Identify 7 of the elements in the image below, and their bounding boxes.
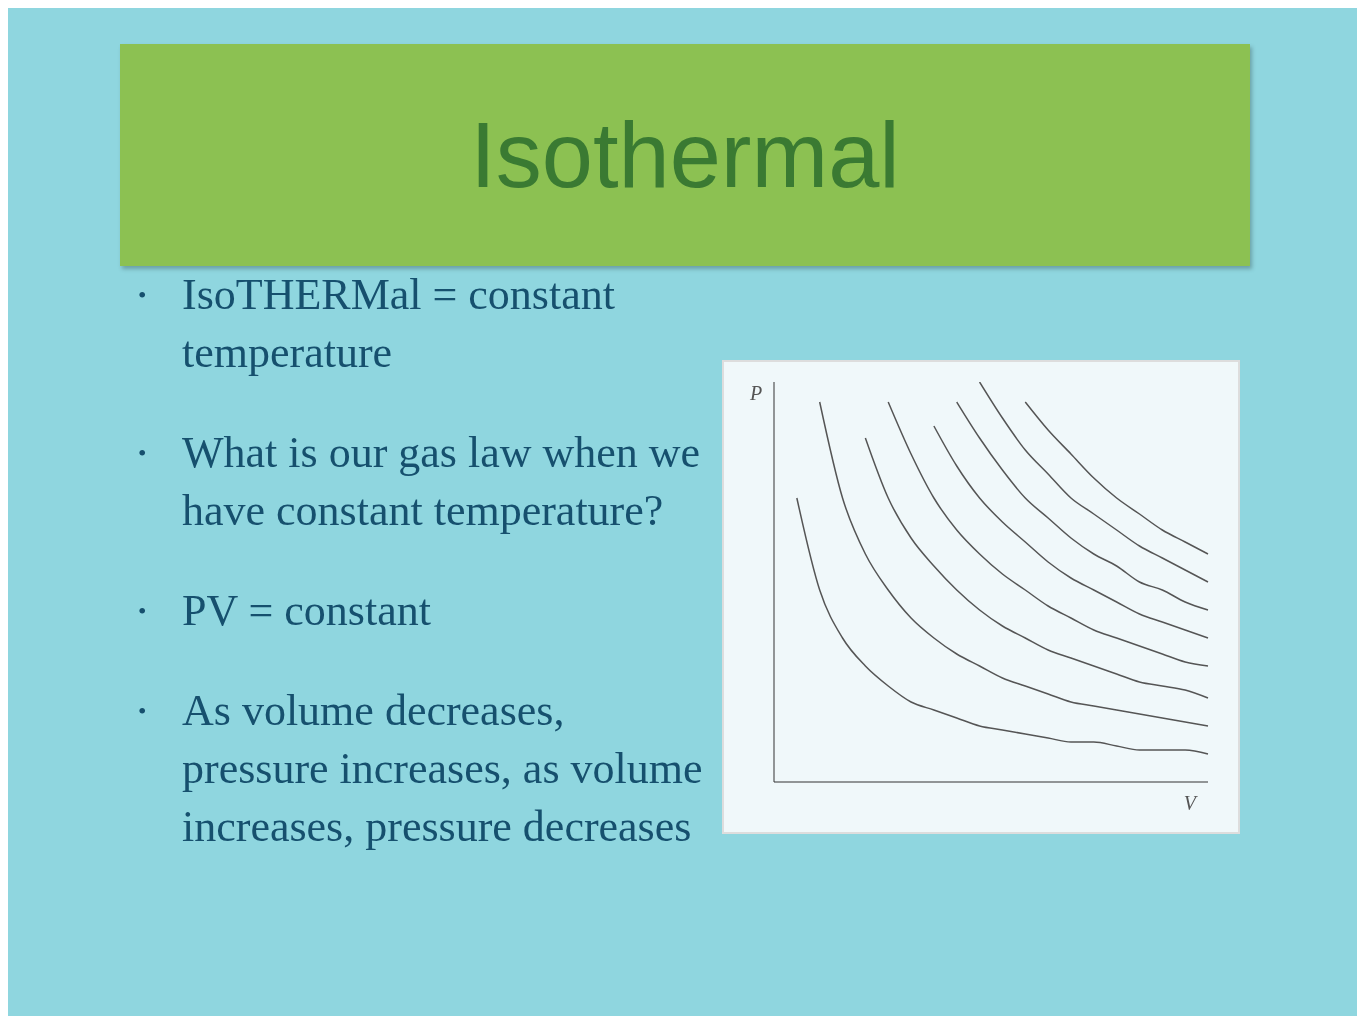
text: • IsoTHERMal = constant temperature xyxy=(138,270,615,377)
text: • As volume decreases, pressure increases, as volume increases, pressure decreases xyxy=(138,686,703,851)
y-axis-title: P xyxy=(749,382,763,405)
x-axis-title: V xyxy=(1183,792,1199,814)
chart-title: Isothermal xyxy=(470,102,900,208)
text: • What is our gas law when we have constant temperature? xyxy=(138,428,701,535)
text: • PV = constant xyxy=(138,586,431,635)
